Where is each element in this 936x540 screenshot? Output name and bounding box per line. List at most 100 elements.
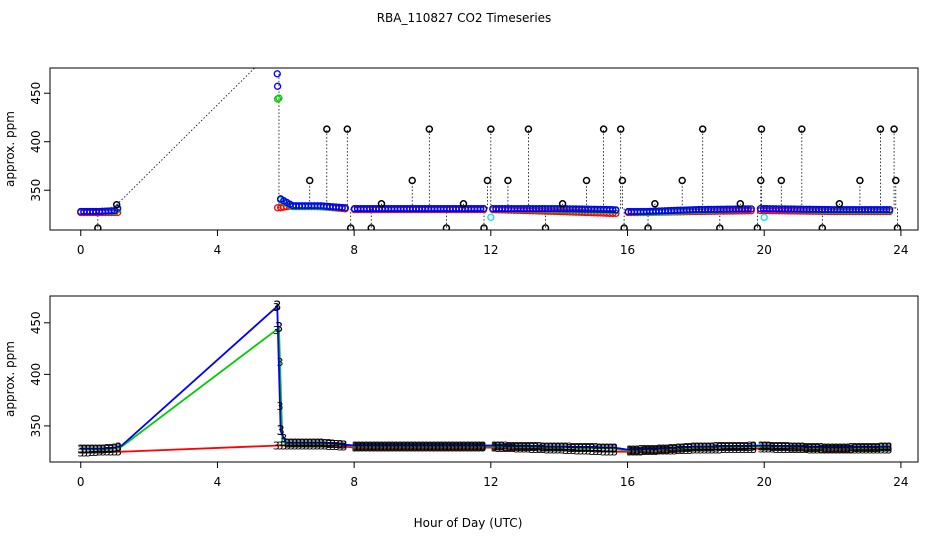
point-marker: 3 [288, 436, 295, 449]
point-marker: 3 [799, 442, 806, 455]
point-marker: 3 [370, 441, 377, 454]
point-marker: 3 [551, 440, 558, 453]
point-marker: 3 [878, 441, 885, 454]
point-marker: 3 [716, 443, 723, 456]
point-marker: 3 [461, 440, 468, 453]
point-marker: 3 [107, 443, 114, 456]
point-marker: 3 [352, 440, 359, 453]
y-tick-label: 350 [29, 179, 43, 202]
point-marker: 3 [746, 443, 753, 456]
point-marker: 3 [664, 442, 671, 455]
cyan-point [487, 213, 495, 222]
point-marker: 3 [675, 442, 682, 455]
point-marker: 3 [495, 440, 502, 453]
point-marker: 3 [822, 442, 829, 455]
outlier-point [892, 176, 900, 185]
point-marker: 3 [694, 442, 701, 455]
point-marker: 3 [378, 441, 385, 454]
point-marker: 3 [686, 441, 693, 454]
outlier-point [753, 224, 762, 230]
point-marker: 3 [596, 442, 603, 455]
point-marker: 3 [724, 443, 731, 456]
point-marker: 3 [882, 442, 889, 455]
point-marker: 3 [566, 441, 573, 454]
spike-marker: 3 [275, 321, 283, 336]
point-marker: 3 [389, 442, 396, 455]
point-marker: 3 [810, 442, 817, 455]
point-marker: 3 [637, 444, 644, 457]
point-marker: 3 [393, 441, 400, 454]
point-marker: 3 [885, 441, 892, 454]
point-marker: 3 [822, 441, 829, 454]
point-marker: 3 [502, 440, 509, 453]
point-marker: 3 [780, 440, 787, 453]
data-point [747, 205, 755, 213]
point-marker: 3 [818, 441, 825, 454]
point-marker: 3 [107, 442, 114, 455]
series-green [77, 94, 894, 217]
outlier-point [618, 176, 627, 185]
point-marker: 3 [96, 446, 103, 459]
point-marker: 3 [686, 442, 693, 455]
point-marker: 3 [791, 440, 798, 453]
point-marker: 3 [273, 301, 280, 314]
x-tick-label: 4 [214, 243, 222, 257]
point-marker: 3 [573, 444, 580, 457]
point-marker: 3 [698, 441, 705, 454]
point-marker: 3 [698, 444, 705, 457]
point-marker: 3 [100, 446, 107, 459]
point-marker: 3 [600, 445, 607, 458]
point-marker: 3 [641, 444, 648, 457]
point-marker: 3 [513, 440, 520, 453]
point-marker: 3 [701, 440, 708, 453]
point-marker: 3 [397, 440, 404, 453]
point-marker: 3 [359, 440, 366, 453]
point-marker: 3 [562, 441, 569, 454]
point-marker: 3 [882, 441, 889, 454]
point-marker: 3 [502, 442, 509, 455]
point-marker: 3 [111, 442, 118, 455]
point-marker: 3 [423, 441, 430, 454]
point-marker: 3 [318, 440, 325, 453]
point-marker: 3 [585, 445, 592, 458]
point-marker: 3 [604, 441, 611, 454]
point-marker: 3 [389, 441, 396, 454]
point-marker: 3 [656, 445, 663, 458]
point-marker: 3 [299, 436, 306, 449]
series-line [80, 326, 891, 452]
point-marker: 3 [329, 438, 336, 451]
point-marker: 3 [743, 443, 750, 456]
point-marker: 3 [378, 442, 385, 455]
point-marker: 3 [761, 443, 768, 456]
point-marker: 3 [829, 443, 836, 456]
top-panel: 0 4 8 12 16 20 24 350 400 450 approx. ppm [3, 67, 919, 257]
x-tick-label: 0 [77, 243, 85, 257]
outlier-point [487, 125, 495, 133]
spike-point [275, 94, 283, 102]
point-marker: 3 [427, 441, 434, 454]
point-marker: 3 [776, 441, 783, 454]
outlier-point [425, 125, 434, 133]
point-marker: 3 [885, 444, 892, 457]
point-marker: 3 [656, 443, 663, 456]
point-marker: 3 [784, 441, 791, 454]
point-marker: 3 [363, 442, 370, 455]
outlier-point [408, 176, 416, 185]
point-marker: 3 [540, 443, 547, 456]
point-marker: 3 [664, 444, 671, 457]
point-marker: 3 [570, 441, 577, 454]
point-marker: 3 [551, 441, 558, 454]
point-marker: 3 [299, 440, 306, 453]
point-marker: 3 [818, 442, 825, 455]
top-panel-series [77, 68, 902, 230]
point-marker: 3 [855, 441, 862, 454]
point-marker: 3 [307, 440, 314, 453]
point-marker: 3 [641, 443, 648, 456]
point-marker: 3 [284, 440, 291, 453]
point-marker: 3 [626, 444, 633, 457]
point-marker: 3 [374, 441, 381, 454]
point-marker: 3 [337, 438, 344, 451]
point-marker: 3 [863, 442, 870, 455]
point-marker: 3 [502, 441, 509, 454]
